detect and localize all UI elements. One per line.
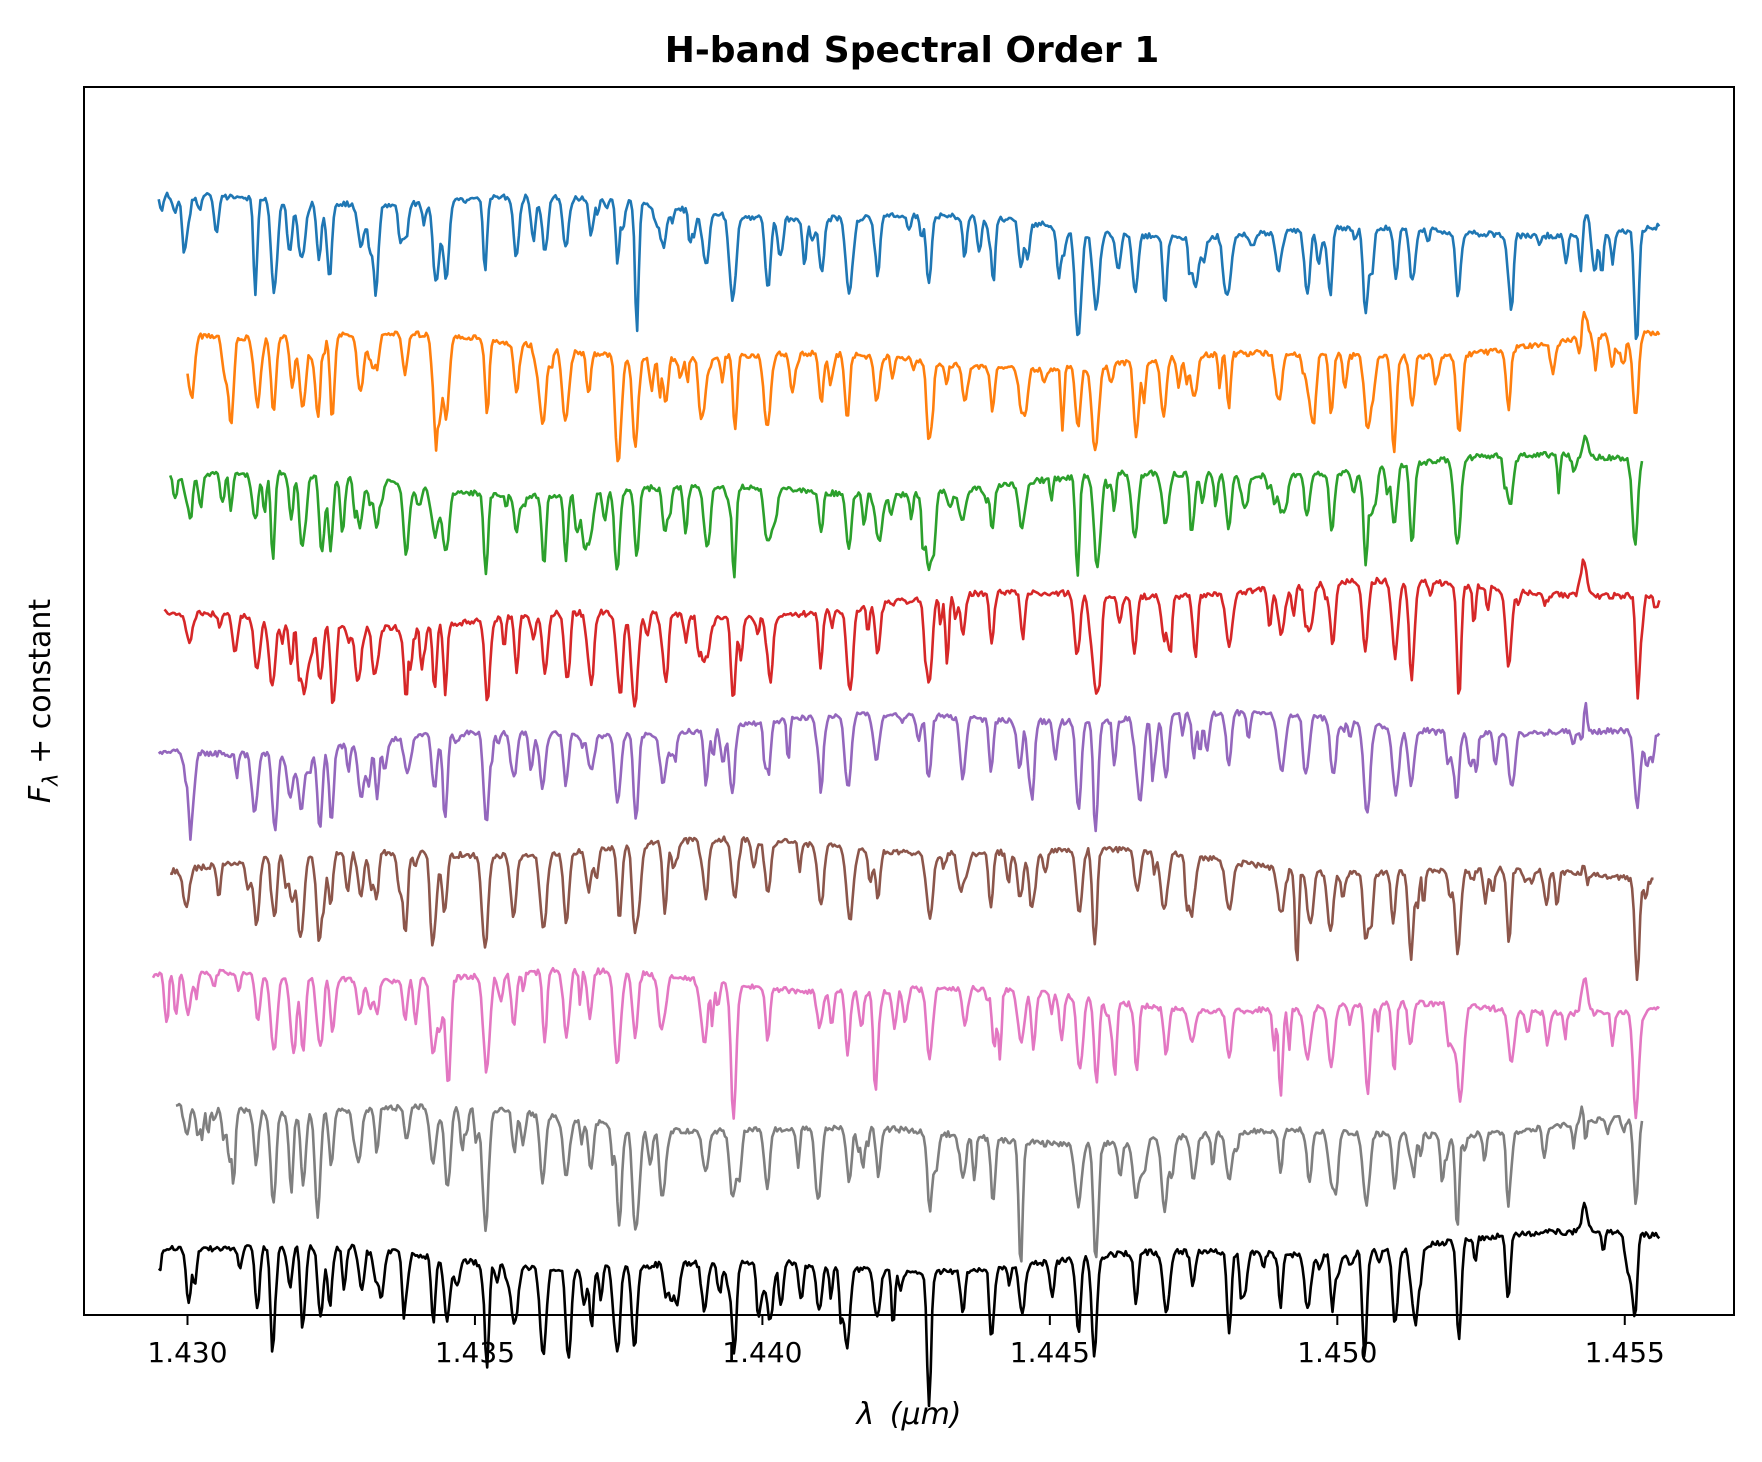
x-tick-label: 1.430 — [147, 1336, 227, 1369]
y-axis-label: Fλ + constant — [23, 599, 63, 804]
spectrum-series-line — [157, 191, 1661, 341]
x-tick-label: 1.450 — [1297, 1336, 1377, 1369]
chart-title: H-band Spectral Order 1 — [665, 30, 1160, 71]
spectrum-series-line — [151, 967, 1660, 1120]
x-axis-ticks: 1.430 1.435 1.440 1.445 1.450 1.455 — [147, 1315, 1665, 1369]
series-layer — [151, 191, 1661, 1408]
x-axis-label: λ (μm) — [854, 1397, 961, 1432]
x-tick-label: 1.455 — [1585, 1336, 1665, 1369]
x-axis-unit: (μm) — [890, 1397, 962, 1432]
x-tick-label: 1.445 — [1010, 1336, 1090, 1369]
x-axis-symbol: λ — [854, 1397, 874, 1432]
y-axis-symbol: F — [23, 785, 58, 803]
spectrum-series-line — [175, 1102, 1644, 1263]
x-tick-label: 1.435 — [435, 1336, 515, 1369]
plot-frame — [83, 86, 1735, 1316]
spectrum-series-line — [163, 558, 1661, 708]
spectrum-series-line — [168, 434, 1644, 579]
spectrum-series-line — [157, 1201, 1661, 1408]
y-axis-subscript: λ — [39, 773, 63, 786]
spectrum-series-line — [169, 835, 1654, 982]
spectrum-series-line — [157, 701, 1661, 841]
x-tick-label: 1.440 — [722, 1336, 802, 1369]
spectrum-series-line — [186, 310, 1661, 463]
y-axis-rest: + constant — [23, 599, 58, 774]
